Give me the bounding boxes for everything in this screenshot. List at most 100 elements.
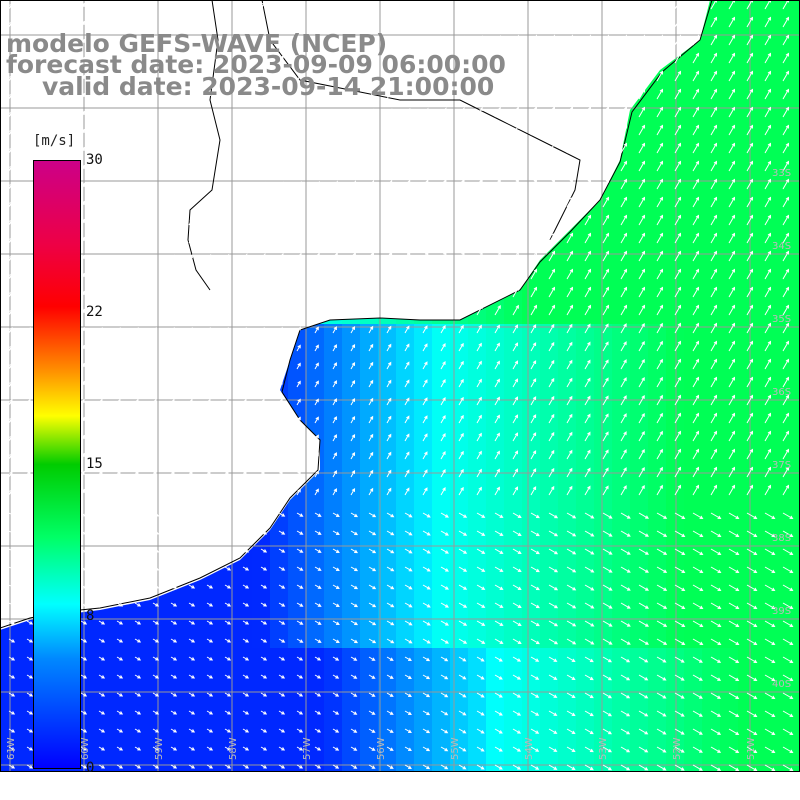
wind-arrow [80, 710, 88, 715]
wind-arrow [584, 268, 592, 280]
wind-arrow [422, 397, 428, 406]
wind-arrow [602, 764, 612, 771]
wind-arrow [26, 530, 34, 535]
wind-arrow [368, 487, 374, 496]
wind-arrow [440, 17, 447, 28]
wind-arrow [134, 764, 142, 769]
wind-arrow [314, 710, 322, 715]
wind-arrow [620, 341, 627, 352]
wind-arrow [602, 656, 612, 663]
wind-arrow [764, 160, 772, 172]
wind-arrow [188, 74, 193, 82]
wind-arrow [656, 692, 667, 699]
wind-arrow [404, 764, 412, 770]
wind-arrow [782, 764, 794, 772]
wind-arrow [350, 325, 356, 334]
wind-arrow [116, 344, 121, 352]
wind-arrow [332, 144, 338, 154]
wind-arrow [548, 620, 559, 627]
wind-arrow [80, 470, 85, 478]
wind-arrow [152, 200, 157, 208]
wind-arrow [584, 746, 594, 753]
wind-arrow [386, 198, 393, 208]
wind-arrow [440, 602, 449, 608]
wind-arrow [386, 602, 395, 608]
wind-arrow [188, 380, 193, 388]
wind-arrow [170, 56, 175, 64]
wind-arrow [764, 584, 776, 592]
wind-arrow [26, 764, 34, 769]
wind-arrow [746, 376, 754, 388]
wind-arrow [116, 254, 121, 262]
wind-arrow [260, 181, 266, 190]
wind-arrow [62, 110, 67, 118]
wind-arrow [116, 602, 124, 607]
wind-arrow [440, 469, 446, 478]
wind-arrow [188, 164, 193, 172]
wind-arrow [512, 468, 519, 478]
wind-arrow [26, 182, 31, 190]
wind-arrow [170, 398, 175, 406]
wind-arrow [242, 452, 247, 460]
wind-arrow [26, 110, 31, 118]
wind-arrow [296, 530, 304, 535]
wind-arrow [764, 746, 776, 754]
lat-label: 35S [772, 314, 791, 325]
wind-arrow [386, 566, 395, 572]
wind-arrow [746, 16, 754, 28]
wind-arrow [170, 692, 178, 697]
wind-arrow [368, 746, 376, 751]
wind-arrow [692, 124, 700, 136]
wind-arrow [620, 232, 628, 244]
wind-arrow [242, 692, 250, 697]
wind-arrow [134, 110, 139, 118]
wind-arrow [782, 142, 790, 154]
lon-label: 55W [450, 737, 461, 760]
wind-arrow [566, 359, 573, 370]
wind-cell [792, 198, 800, 216]
wind-arrow [134, 20, 139, 28]
wind-arrow [782, 106, 790, 118]
wind-arrow [494, 52, 501, 64]
wind-arrow [602, 710, 612, 717]
wind-arrow [368, 638, 377, 644]
wind-arrow [422, 566, 431, 572]
wind-arrow [458, 305, 465, 316]
wind-arrow [44, 56, 49, 64]
wind-arrow [638, 16, 646, 28]
wind-arrow [368, 90, 375, 100]
wind-arrow [242, 638, 250, 643]
wind-arrow [494, 638, 504, 644]
wind-arrow [728, 196, 736, 208]
wind-arrow [314, 434, 319, 442]
wind-arrow [458, 71, 465, 82]
wind-arrow [728, 304, 736, 316]
wind-arrow [368, 361, 374, 370]
wind-arrow [710, 70, 718, 82]
wind-arrow [404, 197, 411, 208]
wind-arrow [386, 343, 392, 352]
wind-arrow [584, 467, 591, 478]
wind-arrow [8, 434, 13, 442]
wind-arrow [728, 530, 740, 538]
wind-arrow [674, 620, 686, 627]
wind-arrow [548, 638, 559, 645]
wind-cell [792, 666, 800, 684]
wind-arrow [224, 380, 229, 388]
wind-arrow [242, 470, 247, 478]
wind-arrow [368, 415, 374, 424]
wind-arrow [566, 656, 576, 662]
wind-arrow [530, 486, 537, 496]
wind-arrow [206, 548, 214, 553]
wind-arrow [260, 488, 265, 496]
wind-arrow [80, 110, 85, 118]
wind-arrow [566, 548, 577, 555]
wind-arrow [728, 412, 736, 424]
wind-arrow [404, 415, 410, 424]
wind-arrow [368, 656, 376, 661]
wind-arrow [782, 746, 794, 754]
wind-arrow [314, 566, 322, 571]
wind-arrow [188, 254, 193, 262]
wind-arrow [386, 126, 393, 136]
wind-arrow [332, 180, 338, 190]
